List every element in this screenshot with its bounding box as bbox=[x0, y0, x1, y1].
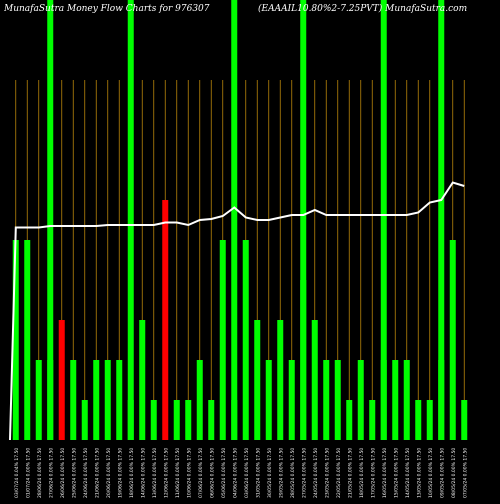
x-tick-label: 06/06/24 0.00% 17.50 bbox=[209, 448, 215, 498]
x-tick-label: 10/06/24 0.00% 17.50 bbox=[186, 448, 192, 498]
bar bbox=[242, 240, 249, 440]
bar bbox=[231, 400, 238, 440]
price-line-layer bbox=[9, 181, 465, 441]
x-tick-label: 26/06/24 0.00% 17.50 bbox=[60, 448, 66, 498]
x-tick-label: 27/05/24 0.00% 17.50 bbox=[301, 448, 307, 498]
x-tick-label: 03/07/24 0.04% 17.50 bbox=[14, 448, 20, 498]
x-tick-label: 20/06/24 0.00% 17.50 bbox=[106, 448, 112, 498]
bar bbox=[196, 360, 203, 440]
tall-column bbox=[438, 0, 445, 440]
tall-column-layer bbox=[47, 0, 445, 440]
x-tick-label: 14/06/24 0.00% 17.50 bbox=[140, 448, 146, 498]
chart-title-right: (EAAAIL10.80%2-7.25PVT) MunafaSutra.com bbox=[258, 4, 468, 14]
x-tick-label: 21/05/24 0.00% 17.50 bbox=[347, 448, 353, 498]
tall-column bbox=[127, 0, 134, 440]
x-tick-label: 13/06/24 0.00% 17.50 bbox=[152, 448, 158, 498]
x-tick-label: 28/05/24 0.00% 17.50 bbox=[290, 448, 296, 498]
bar bbox=[12, 240, 19, 440]
bar bbox=[346, 400, 353, 440]
bar bbox=[208, 400, 215, 440]
bar bbox=[288, 360, 295, 440]
bar bbox=[461, 400, 468, 440]
bar bbox=[58, 320, 65, 440]
x-tick-label: 07/05/24 0.00% 17.50 bbox=[462, 448, 468, 498]
x-tick-label: 27/06/24 0.00% 17.50 bbox=[48, 448, 54, 498]
x-tick-label: 29/05/24 0.00% 17.50 bbox=[278, 448, 284, 498]
bar-layer bbox=[12, 200, 468, 440]
x-tick-label: 08/05/24 0.00% 17.50 bbox=[451, 448, 457, 498]
x-tick-label: 24/06/24 0.00% 17.50 bbox=[83, 448, 89, 498]
bar bbox=[277, 320, 284, 440]
tall-column bbox=[300, 0, 307, 440]
tall-column bbox=[47, 0, 54, 440]
bar bbox=[81, 400, 88, 440]
bar bbox=[265, 360, 272, 440]
bar bbox=[70, 360, 77, 440]
x-tick-label: 16/05/24 0.00% 17.50 bbox=[382, 448, 388, 498]
bar bbox=[392, 360, 399, 440]
bar bbox=[438, 360, 445, 440]
x-tick-layer: 03/07/24 0.04% 17.50 01/07/24 0.00% 17.50… bbox=[14, 448, 469, 498]
x-tick-label: 18/06/24 0.00% 17.50 bbox=[129, 448, 135, 498]
x-tick-label: 25/06/24 0.00% 17.50 bbox=[71, 448, 77, 498]
x-tick-label: 22/05/24 0.00% 17.50 bbox=[336, 448, 342, 498]
x-tick-label: 21/06/24 0.00% 17.50 bbox=[94, 448, 100, 498]
x-tick-label: 03/06/24 0.00% 17.50 bbox=[244, 448, 250, 498]
x-tick-label: 30/05/24 0.00% 17.50 bbox=[267, 448, 273, 498]
bar bbox=[35, 360, 42, 440]
x-tick-label: 09/05/24 0.00% 17.50 bbox=[439, 448, 445, 498]
x-tick-label: 14/05/24 0.00% 17.50 bbox=[405, 448, 411, 498]
x-tick-label: 28/06/24 0.00% 17.50 bbox=[37, 448, 43, 498]
x-tick-label: 13/05/24 0.00% 17.50 bbox=[416, 448, 422, 498]
bar bbox=[426, 400, 433, 440]
bar bbox=[403, 360, 410, 440]
bar bbox=[311, 320, 318, 440]
bar bbox=[334, 360, 341, 440]
bar bbox=[357, 360, 364, 440]
bar bbox=[369, 400, 376, 440]
bar bbox=[104, 360, 111, 440]
bar bbox=[162, 200, 169, 440]
x-tick-label: 17/05/24 0.00% 17.50 bbox=[370, 448, 376, 498]
tall-column bbox=[231, 0, 238, 440]
x-tick-label: 31/05/24 0.00% 17.50 bbox=[255, 448, 261, 498]
x-tick-label: 12/06/24 0.00% 17.50 bbox=[163, 448, 169, 498]
bar bbox=[127, 400, 134, 440]
bar bbox=[24, 240, 31, 440]
x-tick-label: 07/06/24 0.00% 17.50 bbox=[198, 448, 204, 498]
x-tick-label: 11/06/24 0.00% 17.50 bbox=[175, 448, 181, 498]
bar bbox=[116, 360, 123, 440]
bar bbox=[93, 360, 100, 440]
bar bbox=[254, 320, 261, 440]
price-line bbox=[9, 181, 465, 441]
bar bbox=[449, 240, 456, 440]
bar bbox=[300, 280, 307, 440]
x-tick-label: 24/05/24 0.00% 17.50 bbox=[313, 448, 319, 498]
x-tick-label: 23/05/24 0.00% 17.50 bbox=[324, 448, 330, 498]
bar bbox=[380, 360, 387, 440]
x-tick-label: 05/06/24 0.00% 17.50 bbox=[221, 448, 227, 498]
bar bbox=[150, 400, 157, 440]
x-tick-label: 04/06/24 0.00% 17.50 bbox=[232, 448, 238, 498]
x-tick-label: 01/07/24 0.00% 17.50 bbox=[25, 448, 31, 498]
x-tick-label: 15/05/24 0.00% 17.50 bbox=[393, 448, 399, 498]
bar bbox=[173, 400, 180, 440]
bar bbox=[139, 320, 146, 440]
x-tick-label: 18/05/24 0.00% 17.50 bbox=[359, 448, 365, 498]
bar bbox=[185, 400, 192, 440]
chart-title: MunafaSutra Money Flow Charts for 976307 bbox=[4, 4, 210, 14]
bar bbox=[323, 360, 330, 440]
x-tick-label: 19/06/24 0.00% 17.50 bbox=[117, 448, 123, 498]
bar bbox=[415, 400, 422, 440]
tall-column bbox=[380, 0, 387, 440]
bar bbox=[219, 240, 226, 440]
bar bbox=[47, 360, 54, 440]
x-tick-label: 10/05/24 0.00% 17.50 bbox=[428, 448, 434, 498]
